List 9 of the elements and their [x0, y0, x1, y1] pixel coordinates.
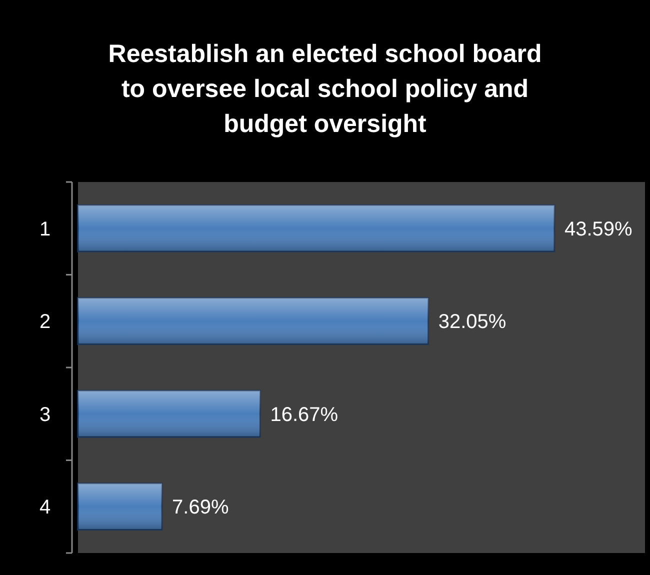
data-label: 43.59%	[564, 218, 633, 240]
y-tick-label: 3	[39, 404, 51, 426]
data-label: 32.05%	[438, 311, 506, 334]
chart-title: Reestablish an elected school board to oversee local school policy and budget oversight	[108, 40, 542, 138]
data-label: 7.69%	[172, 496, 229, 519]
y-tick-label: 4	[39, 496, 51, 519]
y-tick-label: 1	[39, 218, 51, 240]
data-label: 16.67%	[270, 404, 338, 426]
y-tick-label: 2	[39, 311, 51, 334]
